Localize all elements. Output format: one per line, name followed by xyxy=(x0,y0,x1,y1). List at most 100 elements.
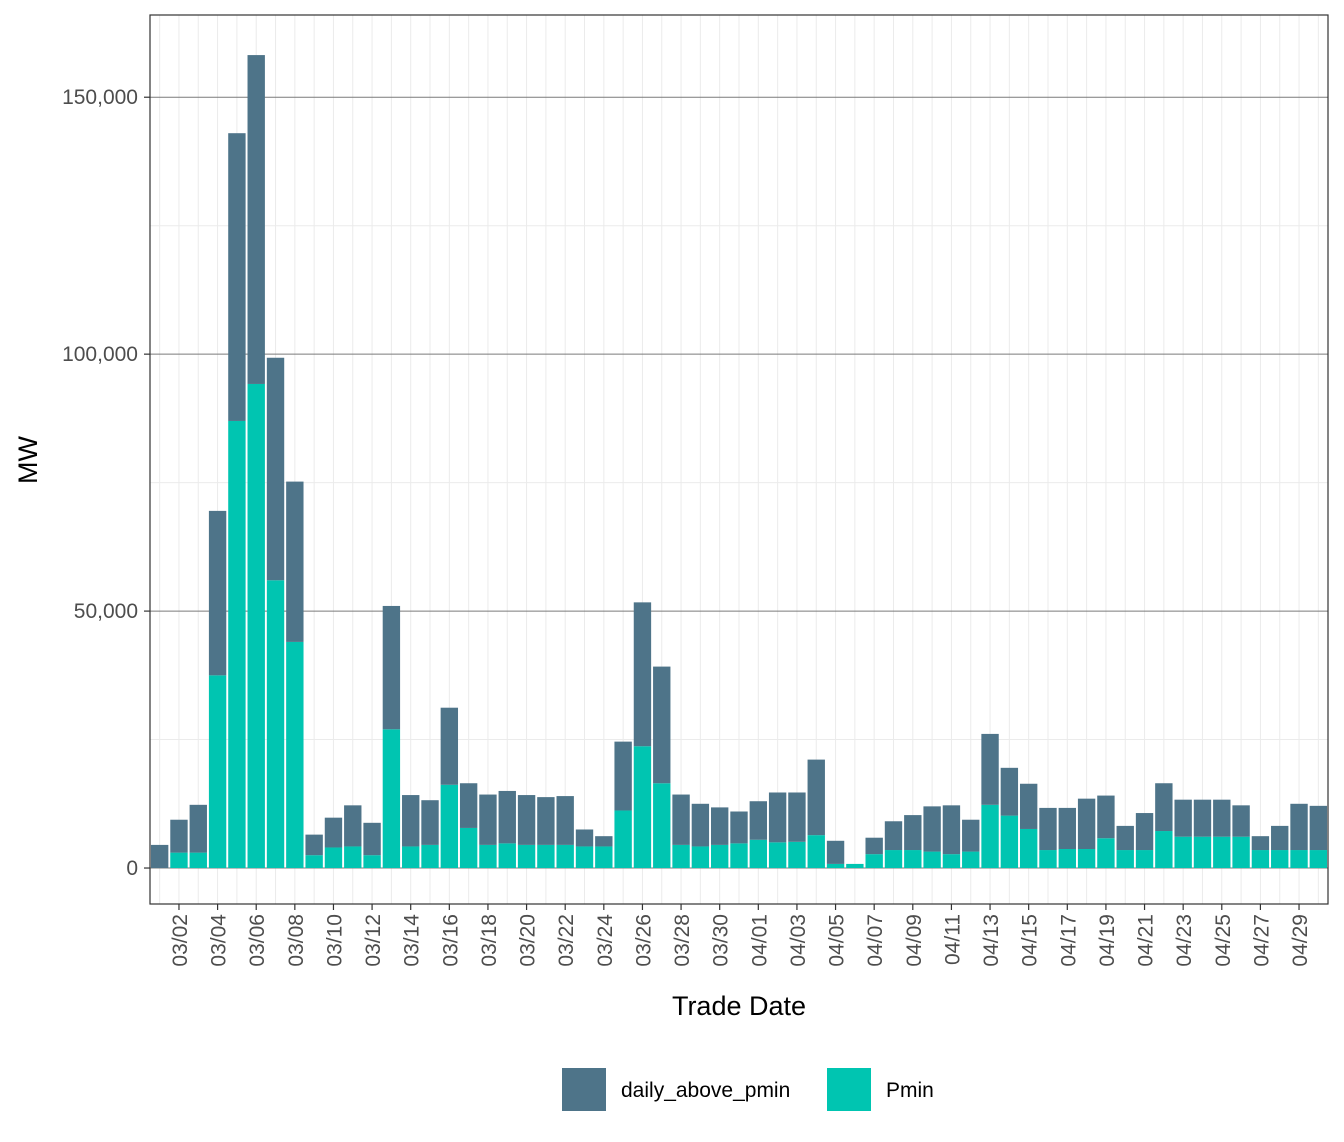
bar-daily-above-pmin-03/02 xyxy=(170,819,188,853)
x-tick-label: 04/01 xyxy=(748,914,771,967)
x-tick-label: 04/09 xyxy=(903,914,926,967)
bar-daily-above-pmin-03/29 xyxy=(691,803,710,847)
bar-pmin-03/12 xyxy=(363,855,381,869)
bar-daily-above-pmin-03/01 xyxy=(150,844,169,869)
bar-daily-above-pmin-03/14 xyxy=(402,795,420,847)
bar-pmin-04/03 xyxy=(788,841,806,869)
bar-pmin-03/31 xyxy=(730,843,748,869)
bar-daily-above-pmin-03/10 xyxy=(324,817,343,848)
bar-pmin-03/13 xyxy=(382,729,401,869)
bar-pmin-04/23 xyxy=(1174,836,1192,869)
x-tick-label: 03/24 xyxy=(594,914,617,967)
x-tick-label: 04/05 xyxy=(826,914,849,967)
bar-daily-above-pmin-03/26 xyxy=(633,602,652,747)
bar-pmin-04/26 xyxy=(1232,836,1250,869)
x-tick-label: 04/21 xyxy=(1135,914,1158,967)
bar-pmin-03/18 xyxy=(479,844,497,869)
bar-pmin-03/11 xyxy=(344,846,362,869)
bar-pmin-03/04 xyxy=(208,675,227,869)
bar-daily-above-pmin-04/17 xyxy=(1058,807,1076,850)
bar-daily-above-pmin-04/16 xyxy=(1039,807,1057,851)
bar-daily-above-pmin-03/16 xyxy=(440,707,459,785)
x-tick-label: 04/15 xyxy=(1019,914,1042,967)
x-tick-label: 04/27 xyxy=(1250,914,1273,967)
bar-pmin-04/18 xyxy=(1077,849,1096,869)
x-tick-label: 03/02 xyxy=(169,914,192,967)
bar-pmin-03/10 xyxy=(324,847,343,869)
bar-pmin-03/03 xyxy=(189,852,207,869)
bar-pmin-03/27 xyxy=(653,783,671,869)
bar-daily-above-pmin-03/04 xyxy=(208,510,227,676)
bar-daily-above-pmin-04/29 xyxy=(1290,803,1308,851)
bar-daily-above-pmin-04/05 xyxy=(826,840,845,864)
bar-daily-above-pmin-04/21 xyxy=(1135,813,1154,851)
x-tick-label: 03/06 xyxy=(246,914,269,967)
x-tick-label: 03/20 xyxy=(517,914,540,967)
bar-pmin-04/12 xyxy=(962,851,980,869)
bar-daily-above-pmin-03/31 xyxy=(730,811,748,844)
bar-pmin-03/29 xyxy=(691,846,710,869)
bar-daily-above-pmin-03/08 xyxy=(286,481,304,642)
bar-pmin-03/19 xyxy=(498,843,516,869)
bar-daily-above-pmin-04/12 xyxy=(962,819,980,852)
bar-daily-above-pmin-03/12 xyxy=(363,822,381,856)
x-axis-title: Trade Date xyxy=(672,991,806,1021)
bar-daily-above-pmin-04/09 xyxy=(904,815,922,851)
bar-daily-above-pmin-03/27 xyxy=(653,666,671,784)
legend-swatch-daily-above-pmin xyxy=(562,1068,606,1111)
bar-daily-above-pmin-04/20 xyxy=(1116,825,1134,851)
bar-pmin-03/25 xyxy=(614,810,632,869)
bar-daily-above-pmin-04/14 xyxy=(1000,767,1019,816)
y-tick-label: 0 xyxy=(126,857,138,880)
x-tick-label: 03/08 xyxy=(285,914,308,967)
bar-daily-above-pmin-04/19 xyxy=(1097,795,1115,839)
bar-daily-above-pmin-04/13 xyxy=(981,733,999,805)
y-tick-label: 100,000 xyxy=(62,343,138,366)
bar-daily-above-pmin-04/07 xyxy=(865,837,883,855)
bar-daily-above-pmin-03/21 xyxy=(537,797,555,845)
bar-pmin-03/20 xyxy=(517,844,536,869)
x-tick-label: 03/12 xyxy=(362,914,385,967)
bar-pmin-03/05 xyxy=(228,420,246,869)
bar-pmin-04/20 xyxy=(1116,850,1134,869)
bar-daily-above-pmin-03/30 xyxy=(710,807,729,845)
bar-pmin-03/09 xyxy=(305,855,323,869)
bar-pmin-04/24 xyxy=(1193,836,1212,869)
x-tick-label: 03/14 xyxy=(401,914,424,967)
bars-group xyxy=(150,55,1328,869)
bar-pmin-04/02 xyxy=(768,842,787,869)
bar-pmin-04/16 xyxy=(1039,850,1057,869)
y-axis: 0 50,000 100,000 150,000 xyxy=(62,86,150,880)
bar-daily-above-pmin-03/03 xyxy=(189,804,207,853)
legend: daily_above_pmin Pmin xyxy=(562,1068,934,1111)
bar-pmin-04/08 xyxy=(884,850,903,869)
x-tick-label: 04/19 xyxy=(1096,914,1119,967)
bar-daily-above-pmin-03/18 xyxy=(479,794,497,845)
bar-daily-above-pmin-03/05 xyxy=(228,133,246,421)
legend-label-pmin: Pmin xyxy=(886,1079,934,1102)
bar-daily-above-pmin-04/10 xyxy=(923,806,941,852)
bar-daily-above-pmin-04/02 xyxy=(768,792,787,843)
bar-daily-above-pmin-04/08 xyxy=(884,821,903,851)
y-tick-label: 50,000 xyxy=(74,600,138,623)
bar-pmin-04/30 xyxy=(1309,850,1328,869)
bar-pmin-04/21 xyxy=(1135,850,1154,869)
bar-pmin-04/01 xyxy=(749,839,768,869)
x-tick-label: 04/07 xyxy=(864,914,887,967)
bar-daily-above-pmin-03/17 xyxy=(459,783,478,828)
bar-daily-above-pmin-03/13 xyxy=(382,605,401,730)
x-tick-label: 04/17 xyxy=(1057,914,1080,967)
bar-daily-above-pmin-04/04 xyxy=(807,759,825,836)
bar-daily-above-pmin-03/22 xyxy=(556,796,574,845)
bar-pmin-03/07 xyxy=(266,580,285,869)
bar-pmin-04/10 xyxy=(923,851,941,869)
bar-daily-above-pmin-03/19 xyxy=(498,790,516,844)
bar-pmin-04/27 xyxy=(1251,850,1270,869)
bar-pmin-04/25 xyxy=(1213,836,1231,869)
bar-daily-above-pmin-03/11 xyxy=(344,805,362,847)
x-axis: 03/02 03/04 03/06 03/08 03/10 03/12 03/14 03/16… xyxy=(169,904,1312,967)
panel-border xyxy=(149,14,1329,905)
bar-pmin-04/22 xyxy=(1155,831,1173,869)
bar-daily-above-pmin-04/27 xyxy=(1251,836,1270,851)
